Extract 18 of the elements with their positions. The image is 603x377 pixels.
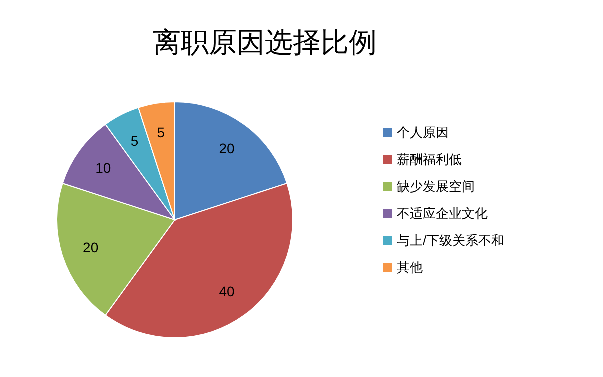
legend-label: 其他 <box>397 260 423 275</box>
legend-label: 薪酬福利低 <box>397 152 462 167</box>
chart-title: 离职原因选择比例 <box>153 27 377 58</box>
pie-slice <box>105 183 294 338</box>
pie: 20 40 20 10 5 5 <box>56 102 294 338</box>
data-label: 10 <box>96 160 112 176</box>
pie-slice <box>62 124 176 220</box>
data-label: 5 <box>157 124 166 141</box>
data-label: 40 <box>219 284 236 300</box>
legend-label: 不适应企业文化 <box>397 206 488 221</box>
data-label: 5 <box>130 133 139 150</box>
pie-slice <box>56 183 176 316</box>
data-label: 20 <box>219 140 236 156</box>
data-label: 20 <box>83 239 99 256</box>
legend-label: 个人原因 <box>397 125 449 140</box>
legend-label: 缺少发展空间 <box>397 179 475 194</box>
pie-slice <box>174 102 288 220</box>
legend-label: 与上/下级关系不和 <box>397 233 505 248</box>
